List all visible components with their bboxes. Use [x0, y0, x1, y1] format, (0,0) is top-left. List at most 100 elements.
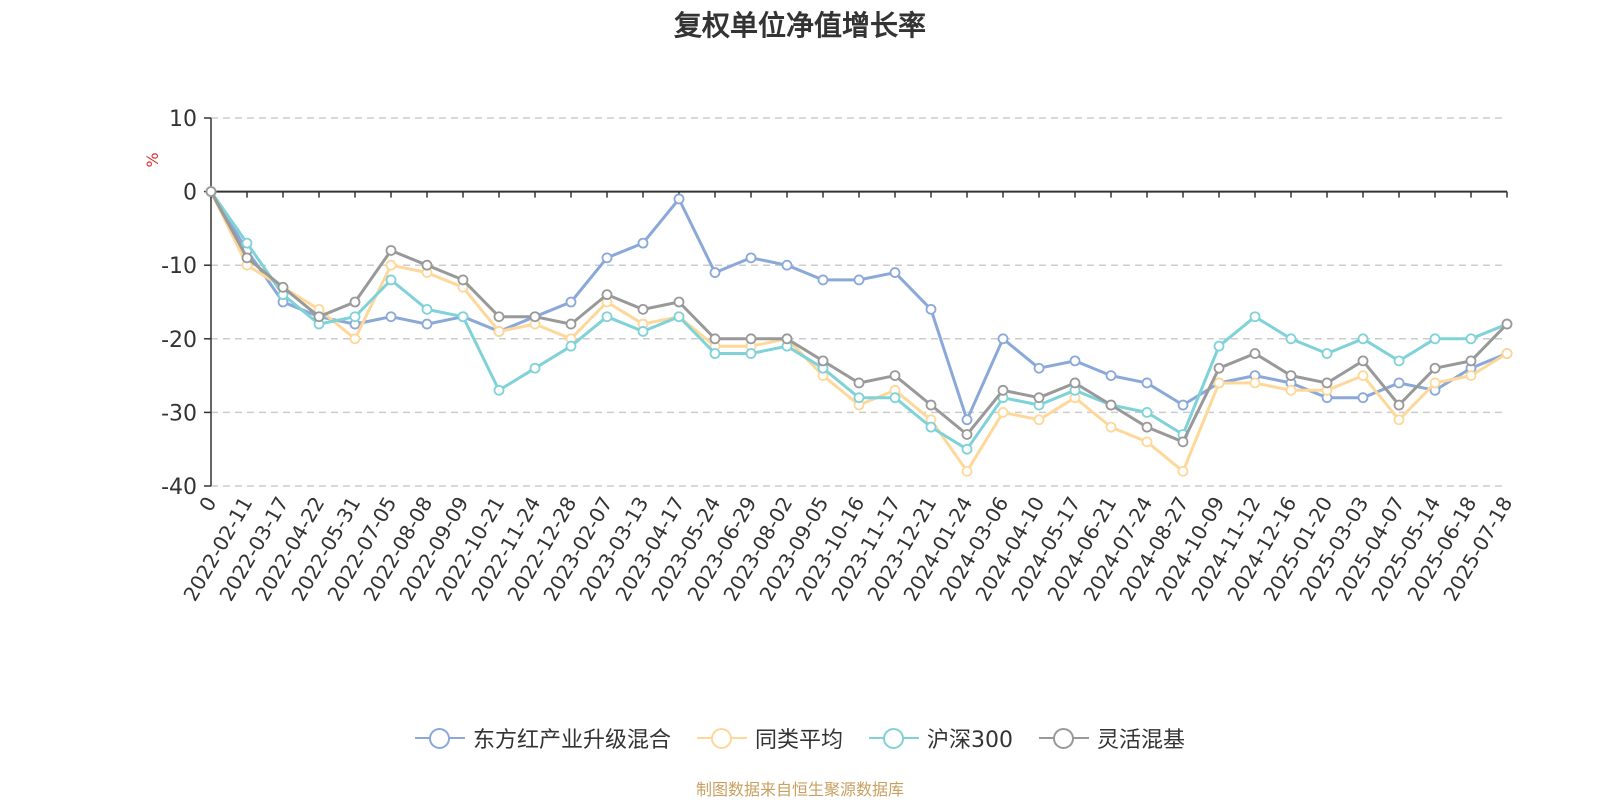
data-point — [277, 281, 289, 293]
data-point — [385, 245, 397, 256]
data-point — [1429, 333, 1441, 345]
legend-item-csi300[interactable]: 沪深300 — [869, 722, 1013, 754]
data-point — [1213, 340, 1225, 352]
data-point — [961, 414, 973, 426]
data-point — [241, 252, 253, 264]
data-point — [493, 326, 505, 337]
data-point — [565, 318, 577, 330]
y-tick-label: -20 — [161, 328, 197, 353]
data-point — [421, 303, 433, 315]
data-point — [1033, 392, 1045, 404]
data-point — [565, 340, 577, 352]
data-point — [1501, 318, 1513, 330]
legend-swatch-flexible-mixed — [1039, 728, 1089, 749]
data-point — [781, 333, 793, 345]
data-point — [853, 392, 865, 404]
data-point — [601, 289, 613, 301]
legend-swatch-peer-average — [696, 728, 747, 749]
data-point — [1465, 355, 1477, 367]
data-point — [1213, 362, 1225, 374]
data-point — [1249, 311, 1261, 323]
data-point — [925, 421, 937, 433]
legend-item-flexible-mixed[interactable]: 灵活混基 — [1039, 722, 1185, 754]
data-point — [313, 311, 325, 323]
data-point — [385, 274, 397, 286]
data-point — [961, 429, 973, 440]
data-point — [457, 311, 469, 323]
data-point — [1393, 414, 1405, 426]
data-point — [601, 311, 613, 323]
data-point — [1357, 333, 1369, 345]
y-tick-label: -40 — [161, 475, 197, 500]
data-point — [349, 311, 361, 323]
legend-swatch-fund — [414, 728, 465, 749]
data-point — [565, 296, 577, 308]
chart-title: 复权单位净值增长率 — [673, 9, 926, 42]
data-point — [673, 193, 685, 205]
y-unit-label: % — [143, 152, 162, 167]
data-point — [421, 259, 433, 271]
series-line-1 — [209, 190, 1508, 473]
data-point — [961, 465, 973, 477]
data-point — [997, 384, 1009, 396]
data-point — [1213, 377, 1225, 389]
legend-label-flexible-mixed: 灵活混基 — [1097, 728, 1186, 753]
data-point — [1141, 436, 1153, 448]
data-point — [709, 333, 721, 345]
data-point — [1141, 421, 1153, 433]
data-point — [1069, 355, 1081, 367]
data-point — [925, 303, 937, 315]
y-tick-label: 10 — [169, 107, 197, 132]
data-point — [637, 326, 649, 337]
data-point — [817, 355, 829, 367]
legend-swatch-csi300 — [869, 728, 919, 749]
data-point — [1177, 465, 1189, 477]
data-point — [673, 311, 685, 323]
data-point — [1429, 362, 1441, 374]
data-point — [385, 311, 397, 323]
data-point — [745, 333, 757, 345]
y-tick-label: 0 — [183, 181, 197, 206]
data-point — [1393, 399, 1405, 411]
data-point — [493, 311, 505, 323]
data-point — [1429, 377, 1441, 389]
data-point — [385, 259, 397, 271]
data-point — [997, 333, 1009, 345]
y-tick-label: -10 — [161, 254, 197, 279]
data-point — [889, 370, 901, 382]
data-point — [1105, 421, 1117, 433]
data-point — [1285, 370, 1297, 382]
legend-label-fund: 东方红产业升级混合 — [472, 728, 671, 753]
data-point — [853, 377, 865, 389]
data-point — [709, 267, 721, 278]
legend-item-peer-average[interactable]: 同类平均 — [696, 722, 843, 754]
data-point — [1249, 377, 1261, 389]
data-point — [781, 259, 793, 271]
data-point — [601, 252, 613, 264]
data-point — [1105, 399, 1117, 411]
legend-item-fund[interactable]: 东方红产业升级混合 — [414, 722, 671, 754]
data-point — [853, 274, 865, 286]
data-point — [1105, 370, 1117, 382]
data-point — [1069, 377, 1081, 389]
data-point — [1141, 377, 1153, 389]
data-point — [529, 311, 541, 323]
data-source-note: 制图数据来自恒生聚源数据库 — [695, 780, 904, 799]
data-point — [1465, 333, 1477, 345]
x-tick-label: 0 — [194, 493, 221, 516]
data-point — [1501, 348, 1513, 359]
data-point — [817, 274, 829, 286]
data-point — [889, 267, 901, 278]
data-point — [205, 186, 217, 198]
data-point — [1357, 355, 1369, 367]
data-point — [349, 333, 361, 345]
data-point — [1465, 370, 1477, 382]
data-point — [1285, 333, 1297, 345]
data-point — [241, 237, 253, 249]
data-point — [1177, 399, 1189, 411]
y-tick-label: -30 — [161, 401, 197, 426]
data-point — [889, 392, 901, 404]
data-point — [745, 348, 757, 359]
data-point — [1177, 436, 1189, 448]
